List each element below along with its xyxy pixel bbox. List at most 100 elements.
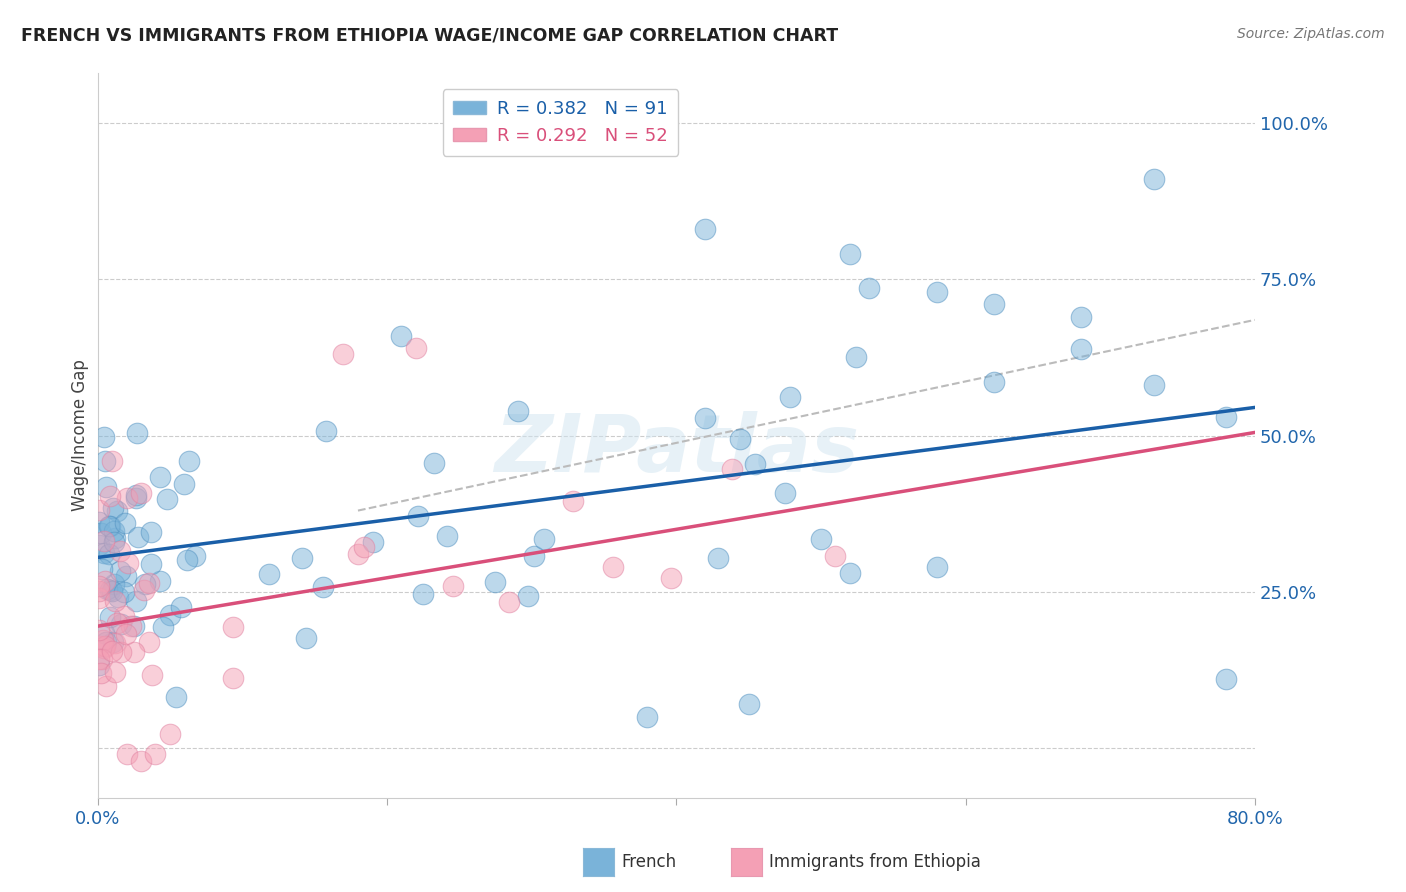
Point: [90, 526, 112, 541]
Text: FRENCH VS IMMIGRANTS FROM ETHIOPIA WAGE/INCOME GAP CORRELATION CHART: FRENCH VS IMMIGRANTS FROM ETHIOPIA WAGE/…: [21, 27, 838, 45]
Point: [149, 574, 172, 588]
Point: [110, 616, 132, 631]
Point: [506, 404, 529, 418]
Point: [695, 410, 717, 425]
Point: [145, 747, 167, 762]
Point: [104, 636, 127, 650]
Point: [925, 285, 948, 299]
Point: [311, 580, 333, 594]
Point: [858, 281, 880, 295]
Point: [523, 549, 546, 563]
Point: [165, 690, 187, 704]
Point: [412, 587, 434, 601]
Point: [695, 222, 717, 236]
Text: French: French: [621, 854, 676, 871]
Point: [110, 645, 132, 659]
Point: [87, 583, 110, 598]
Point: [129, 754, 152, 768]
Point: [132, 583, 155, 598]
Point: [138, 576, 160, 591]
Point: [291, 551, 314, 566]
Point: [103, 524, 125, 539]
Point: [93, 533, 115, 548]
Point: [221, 671, 243, 685]
Point: [104, 594, 127, 608]
Point: [94, 639, 117, 653]
Point: [87, 658, 110, 673]
Text: Immigrants from Ethiopia: Immigrants from Ethiopia: [769, 854, 981, 871]
Point: [176, 553, 198, 567]
Point: [103, 577, 125, 591]
Legend: R = 0.382   N = 91, R = 0.292   N = 52: R = 0.382 N = 91, R = 0.292 N = 52: [443, 89, 678, 156]
Point: [98, 547, 121, 561]
Point: [517, 589, 540, 603]
Point: [122, 619, 145, 633]
Point: [1070, 343, 1092, 357]
Point: [96, 582, 118, 597]
Point: [361, 534, 384, 549]
Point: [838, 247, 860, 261]
Point: [90, 665, 112, 680]
Point: [98, 583, 121, 598]
Point: [90, 651, 112, 665]
Point: [222, 620, 245, 634]
Point: [436, 529, 458, 543]
Point: [257, 566, 280, 581]
Point: [114, 516, 136, 531]
Text: Source: ZipAtlas.com: Source: ZipAtlas.com: [1237, 27, 1385, 41]
Point: [775, 486, 797, 500]
Point: [87, 591, 110, 605]
Point: [108, 564, 131, 578]
Y-axis label: Wage/Income Gap: Wage/Income Gap: [72, 359, 89, 511]
Point: [138, 634, 160, 648]
Point: [346, 547, 368, 561]
Point: [87, 579, 110, 593]
Point: [737, 698, 759, 712]
Point: [152, 620, 174, 634]
Point: [134, 576, 156, 591]
Point: [87, 623, 110, 637]
Point: [1142, 172, 1164, 186]
Point: [101, 453, 124, 467]
Point: [845, 351, 868, 365]
Point: [127, 425, 149, 440]
Point: [93, 625, 115, 640]
Point: [810, 532, 832, 546]
Point: [169, 599, 191, 614]
Point: [105, 615, 128, 630]
Point: [90, 562, 112, 576]
Point: [117, 557, 139, 571]
Point: [104, 665, 127, 679]
Point: [1215, 673, 1237, 687]
Point: [184, 549, 207, 563]
Point: [107, 590, 129, 604]
Point: [824, 549, 846, 563]
Point: [94, 634, 117, 648]
Point: [332, 347, 354, 361]
Point: [87, 503, 110, 517]
Point: [100, 644, 122, 658]
Point: [721, 462, 744, 476]
Point: [93, 430, 115, 444]
Point: [423, 456, 446, 470]
Point: [115, 747, 138, 762]
Point: [108, 544, 131, 558]
Point: [112, 585, 135, 599]
Point: [97, 519, 120, 533]
Point: [91, 632, 114, 647]
Point: [115, 491, 138, 505]
Point: [120, 618, 142, 632]
Point: [728, 432, 751, 446]
Point: [103, 635, 125, 649]
Point: [104, 531, 127, 545]
Point: [1142, 377, 1164, 392]
Point: [295, 632, 318, 646]
Point: [87, 651, 110, 665]
Point: [484, 574, 506, 589]
Point: [105, 504, 128, 518]
Point: [125, 594, 148, 608]
Point: [441, 579, 464, 593]
Point: [406, 508, 429, 523]
Point: [112, 608, 135, 623]
Point: [115, 627, 138, 641]
